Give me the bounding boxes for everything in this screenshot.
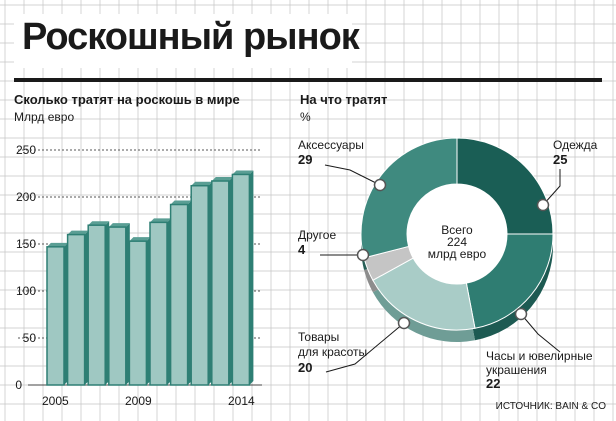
bar-front [231, 173, 251, 386]
label-accessories: Аксессуары [298, 138, 364, 152]
bar-front [149, 221, 168, 386]
leader-line [542, 169, 561, 206]
label-beauty-2: для красоты [298, 345, 368, 359]
bar-front [46, 246, 65, 386]
donut-center-label: Всего 224 млрд евро [420, 224, 494, 260]
donut-unit: % [300, 110, 311, 124]
label-clothes: Одежда [553, 138, 598, 152]
bar-front [169, 203, 189, 386]
source-note: ИСТОЧНИК: BAIN & CO [495, 401, 606, 412]
label-watches-1: Часы и ювелирные [486, 349, 593, 363]
leader-dot [536, 198, 550, 212]
center-line-3: млрд евро [427, 247, 487, 261]
leader-dot [514, 307, 528, 321]
bar-top [47, 242, 68, 247]
value-watches: 22 [486, 376, 501, 391]
bar-2014 [231, 170, 254, 386]
bar-chart-unit: Млрд евро [14, 110, 75, 124]
bar-top [108, 223, 130, 228]
leader-line [325, 322, 405, 373]
bar-2011 [169, 200, 192, 386]
bar-top [191, 181, 213, 186]
bar-top [150, 218, 171, 223]
bar-side [249, 170, 254, 385]
center-line-1: Всего [441, 223, 473, 237]
leader-line [520, 313, 561, 353]
value-beauty: 20 [298, 360, 313, 375]
bar-top [129, 237, 151, 242]
y-tick-250: 250 [15, 143, 36, 157]
y-tick-200: 200 [15, 190, 36, 204]
leader-line [324, 164, 381, 186]
label-other: Другое [298, 228, 337, 242]
bar-front [128, 240, 148, 386]
leader-dot [397, 316, 411, 330]
y-tick-150: 150 [15, 237, 36, 251]
bar-front [190, 184, 209, 386]
value-accessories: 29 [298, 152, 313, 167]
bar-front [87, 224, 106, 386]
y-tick-100: 100 [15, 284, 36, 298]
title-panel [14, 14, 352, 68]
donut-hole [407, 184, 507, 284]
x-label-2014: 2014 [228, 394, 255, 408]
page-title: Роскошный рынок [22, 16, 360, 58]
leader-dot [373, 178, 387, 192]
value-clothes: 25 [553, 152, 568, 167]
label-beauty-1: Товары [298, 330, 340, 344]
value-other: 4 [298, 242, 306, 257]
center-line-2: 224 [446, 235, 468, 249]
bar-front [66, 233, 86, 386]
label-watches-2: украшения [486, 363, 547, 377]
bar-chart-heading: Сколько тратят на роскошь в мире [14, 92, 240, 107]
y-tick-0: 0 [15, 378, 22, 392]
bar-top [211, 177, 233, 182]
donut-heading: На что тратят [300, 92, 388, 107]
bar-front [108, 226, 127, 386]
leader-dot [356, 248, 370, 262]
bar-top [67, 230, 89, 235]
y-tick-50: 50 [22, 331, 36, 345]
bar-top [232, 170, 254, 175]
title-rule [14, 78, 602, 82]
bar-top [170, 200, 192, 205]
bar-front [211, 180, 230, 386]
x-label-2005: 2005 [42, 394, 69, 408]
x-label-2009: 2009 [125, 394, 152, 408]
bar-top [88, 221, 110, 226]
